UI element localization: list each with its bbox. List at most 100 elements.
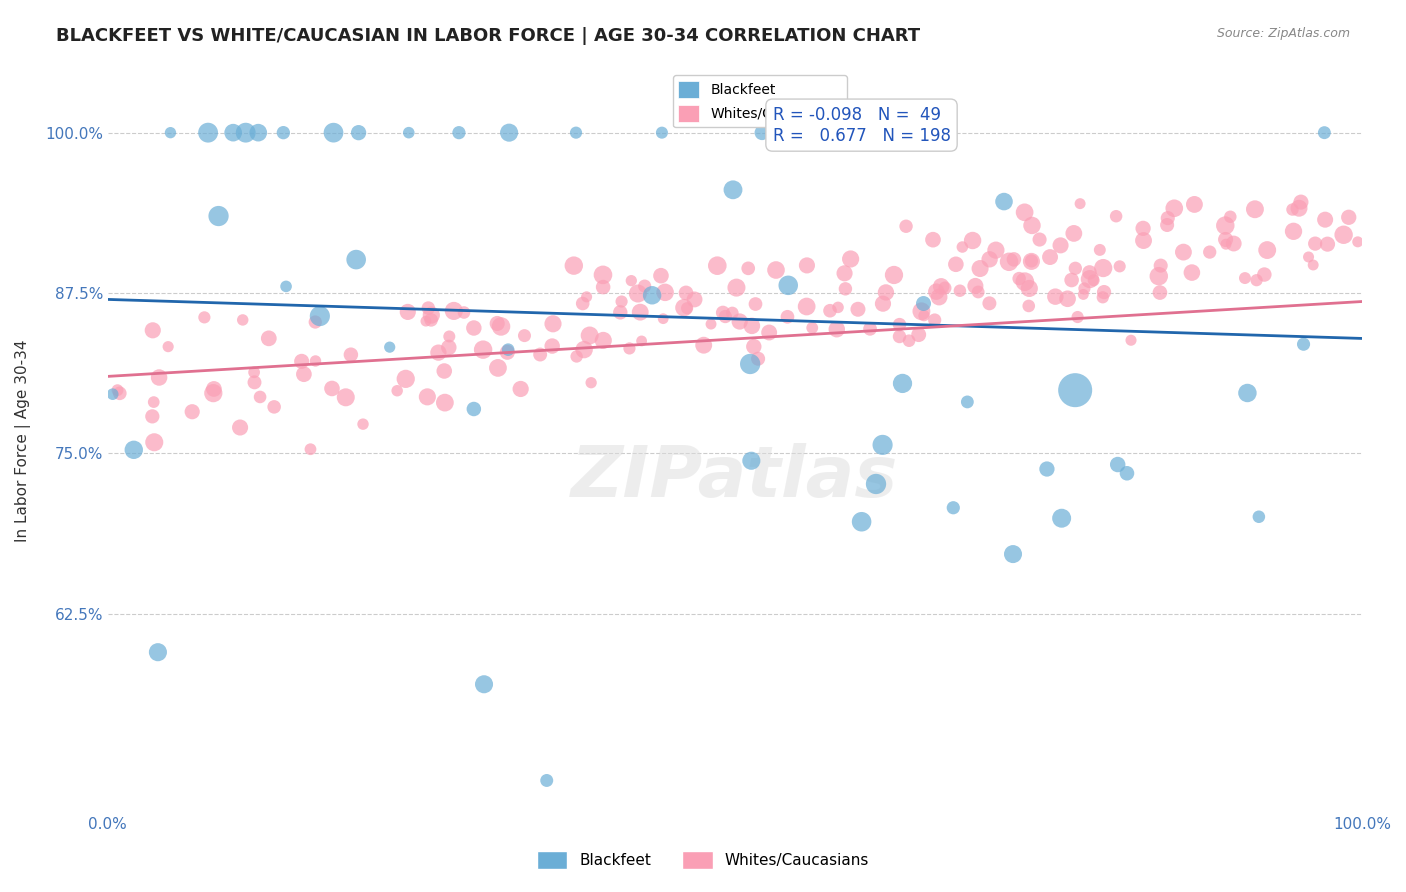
Point: [1289, 195, 1312, 210]
Point: [142, 323, 165, 337]
Point: [889, 318, 911, 332]
Point: [415, 314, 437, 328]
Point: [529, 347, 551, 361]
Point: [1050, 511, 1073, 525]
Point: [439, 329, 461, 343]
Point: [592, 280, 614, 294]
Point: [865, 477, 887, 491]
Point: [418, 301, 440, 315]
Point: [513, 328, 536, 343]
Point: [889, 329, 911, 343]
Point: [747, 351, 769, 366]
Point: [108, 386, 131, 401]
Point: [651, 126, 673, 140]
Point: [1213, 219, 1236, 233]
Point: [498, 126, 520, 140]
Point: [509, 382, 531, 396]
Point: [1313, 126, 1336, 140]
Point: [846, 302, 869, 317]
Point: [721, 183, 744, 197]
Point: [924, 313, 946, 327]
Point: [1246, 273, 1268, 287]
Point: [1071, 287, 1094, 301]
Point: [1236, 386, 1258, 401]
Point: [1018, 299, 1040, 313]
Point: [706, 259, 728, 273]
Point: [453, 305, 475, 319]
Point: [641, 288, 664, 302]
Point: [1303, 236, 1326, 251]
Point: [834, 282, 856, 296]
Point: [1064, 383, 1087, 397]
Point: [146, 645, 169, 659]
Point: [907, 327, 929, 342]
Point: [347, 126, 370, 140]
Point: [321, 382, 343, 396]
Point: [801, 321, 824, 335]
Point: [101, 387, 124, 401]
Point: [541, 317, 564, 331]
Point: [1281, 202, 1303, 217]
Point: [1091, 290, 1114, 304]
Point: [714, 310, 737, 324]
Point: [740, 454, 762, 468]
Point: [159, 126, 181, 140]
Point: [654, 285, 676, 300]
Point: [496, 345, 519, 359]
Point: [778, 278, 800, 293]
Point: [592, 268, 614, 282]
Point: [489, 319, 512, 334]
Point: [1302, 258, 1324, 272]
Point: [592, 334, 614, 348]
Point: [725, 280, 748, 294]
Point: [496, 343, 519, 357]
Point: [1184, 197, 1206, 211]
Point: [1288, 201, 1310, 215]
Point: [1156, 218, 1178, 232]
Point: [922, 233, 945, 247]
Point: [628, 305, 651, 319]
Point: [742, 340, 765, 354]
Point: [728, 314, 751, 328]
Point: [1088, 243, 1111, 257]
Point: [834, 266, 856, 280]
Point: [796, 259, 818, 273]
Point: [675, 285, 697, 300]
Point: [308, 309, 330, 323]
Point: [235, 126, 257, 140]
Point: [1222, 236, 1244, 251]
Point: [273, 126, 295, 140]
Text: Source: ZipAtlas.com: Source: ZipAtlas.com: [1216, 27, 1350, 40]
Point: [683, 293, 706, 307]
Point: [825, 322, 848, 336]
Point: [1073, 281, 1095, 295]
Point: [676, 301, 699, 316]
Point: [1132, 234, 1154, 248]
Point: [1298, 250, 1320, 264]
Point: [851, 515, 873, 529]
Point: [207, 209, 229, 223]
Point: [744, 297, 766, 311]
Point: [1116, 467, 1139, 481]
Point: [304, 315, 326, 329]
Point: [1233, 271, 1256, 285]
Point: [1147, 269, 1170, 284]
Point: [416, 390, 439, 404]
Point: [420, 308, 443, 322]
Point: [1039, 250, 1062, 264]
Point: [463, 402, 485, 417]
Point: [322, 126, 344, 140]
Point: [1078, 265, 1101, 279]
Point: [1021, 254, 1043, 268]
Point: [427, 345, 450, 359]
Point: [741, 318, 763, 333]
Point: [827, 301, 849, 315]
Point: [257, 331, 280, 345]
Legend: Blackfeet, Whites/Caucasians: Blackfeet, Whites/Caucasians: [673, 76, 846, 128]
Point: [928, 290, 950, 304]
Point: [243, 365, 266, 379]
Point: [630, 334, 652, 348]
Point: [610, 294, 633, 309]
Point: [1105, 209, 1128, 223]
Point: [1215, 232, 1237, 246]
